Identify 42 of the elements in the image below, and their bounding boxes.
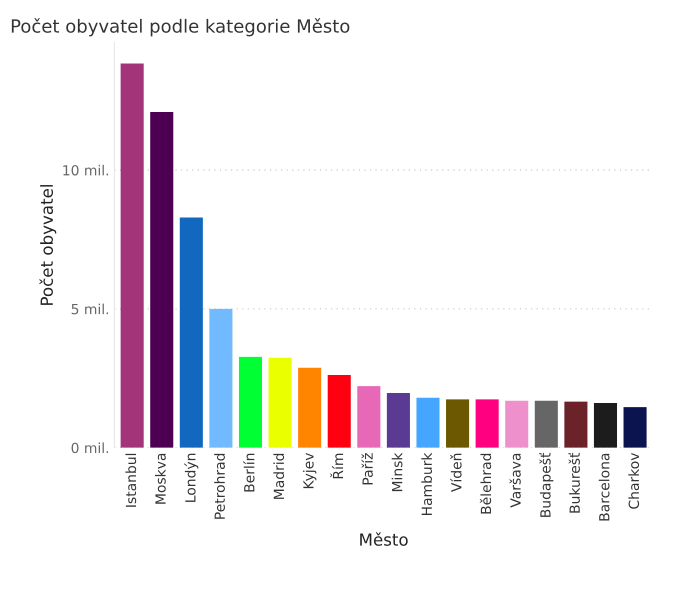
bar [180,218,203,448]
y-tick-label: 0 mil. [72,442,108,454]
x-tick-label: Budapešť [539,452,554,517]
x-tick-label: Řím [330,454,344,478]
bar [386,393,410,448]
x-tick-label: Hamburk [421,452,432,516]
x-tick-label: Varšava [509,454,521,508]
x-tick-label: Bělehrad [480,454,492,514]
bar [238,356,262,448]
x-tick-label: Charkov [628,452,640,509]
x-tick-label: Istanbul [125,454,136,507]
x-tick-label: Vídeň [450,454,462,492]
x-tick-label: Londýn [184,454,198,502]
x-tick-label: Paříž [362,453,373,484]
bar [564,402,588,448]
bar [268,358,292,448]
bar [624,407,647,448]
x-tick-label: Barcelona [598,454,610,520]
bar [476,399,499,448]
y-tick-label: 10 mil. [63,164,108,176]
x-axis-title: Město [360,532,408,546]
bar [594,403,618,448]
bar [505,400,528,448]
x-tick-label: Moskva [155,454,166,504]
y-tick-label: 5 mil. [72,304,108,314]
x-tick-label: Berlín [243,454,255,492]
bar [298,368,322,448]
bar [416,398,440,448]
x-tick-label: Madrid [273,454,284,499]
x-tick-label: Kyjev [302,452,316,488]
x-tick-label: Petrohrad [214,454,225,519]
bar [328,374,351,448]
bar [120,63,144,448]
bar [446,399,470,448]
y-axis-title: Počet obyvatel [39,185,56,305]
bar [534,400,558,448]
chart-title: Počet obyvatel podle kategorie Město [12,18,350,36]
x-tick-label: Minsk [392,452,402,492]
bar [150,112,174,448]
x-tick-label: Bukurešť [568,452,580,513]
bar [209,308,232,448]
bar [357,386,380,448]
